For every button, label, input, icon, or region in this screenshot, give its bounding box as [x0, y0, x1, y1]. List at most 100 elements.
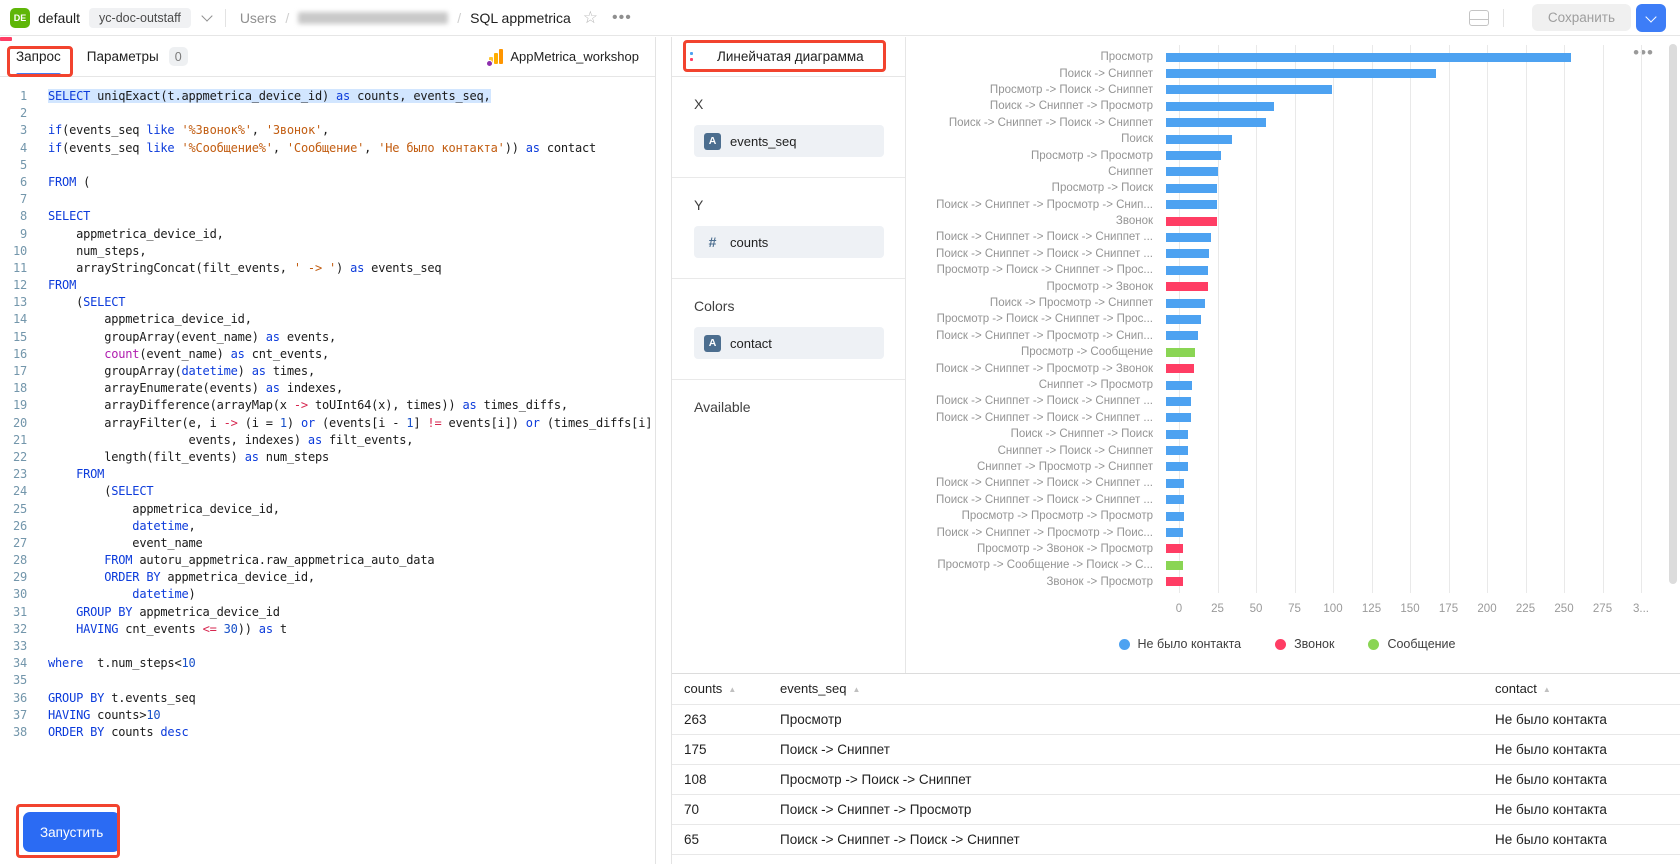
code-line-1[interactable]: SELECT uniqExact(t.appmetrica_device_id)…: [48, 89, 491, 103]
bar-1[interactable]: [1166, 69, 1436, 79]
code-line-32[interactable]: HAVING cnt_events <= 30)) as t: [76, 621, 287, 636]
bar-17[interactable]: [1166, 331, 1199, 341]
legend-item[interactable]: Звонок: [1275, 637, 1334, 651]
code-line-31[interactable]: GROUP BY appmetrica_device_id: [76, 604, 280, 619]
code-line-37[interactable]: HAVING counts>10: [48, 707, 161, 722]
code-line-29[interactable]: ORDER BY appmetrica_device_id,: [104, 570, 315, 585]
code-line-23[interactable]: FROM: [76, 467, 105, 482]
run-query-button[interactable]: Запустить: [23, 812, 121, 852]
code-line-13[interactable]: (SELECT: [48, 295, 126, 310]
bar-5[interactable]: [1166, 134, 1233, 144]
bar-15[interactable]: [1166, 298, 1205, 308]
bar-8[interactable]: [1166, 183, 1217, 193]
connection-selector[interactable]: AppMetrica_workshop: [486, 48, 639, 67]
code-line-10[interactable]: num_steps,: [48, 243, 147, 258]
bar-23[interactable]: [1166, 429, 1188, 439]
bar-7[interactable]: [1166, 167, 1219, 177]
chart-type-selector[interactable]: Линейчатая диаграмма: [0, 37, 905, 77]
bar-6[interactable]: [1166, 151, 1222, 161]
code-line-25[interactable]: appmetrica_device_id,: [48, 501, 280, 516]
vertical-scrollbar[interactable]: [1669, 44, 1677, 584]
code-line-36[interactable]: GROUP BY t.events_seq: [48, 690, 196, 705]
code-line-20[interactable]: arrayFilter(e, i -> (i = 1) or (events[i…: [48, 415, 653, 430]
code-line-17[interactable]: groupArray(datetime) as times,: [48, 364, 315, 378]
code-line-21[interactable]: events, indexes) as filt_events,: [48, 432, 414, 447]
bar-19[interactable]: [1166, 364, 1194, 374]
code-line-11[interactable]: arrayStringConcat(filt_events, ' -> ') a…: [48, 260, 442, 275]
bar-26[interactable]: [1166, 478, 1185, 488]
chart-menu-icon[interactable]: •••: [1633, 43, 1654, 62]
bar-11[interactable]: [1166, 232, 1211, 242]
bar-16[interactable]: [1166, 314, 1202, 324]
gridline: [1217, 45, 1219, 593]
bar-29[interactable]: [1166, 528, 1183, 538]
code-line-34[interactable]: where t.num_steps<10: [48, 656, 196, 671]
bar-31[interactable]: [1166, 560, 1183, 570]
code-line-3[interactable]: if(events_seq like '%Звонок%', 'Звонок',: [48, 123, 330, 138]
code-line-35[interactable]: [48, 672, 655, 689]
code-line-38[interactable]: ORDER BY counts desc: [48, 724, 189, 739]
bar-9[interactable]: [1166, 200, 1217, 210]
more-options-icon[interactable]: •••: [612, 8, 632, 26]
tab-query[interactable]: Запрос: [16, 37, 61, 76]
code-line-14[interactable]: appmetrica_device_id,: [48, 312, 252, 327]
bar-30[interactable]: [1166, 544, 1183, 554]
code-line-27[interactable]: event_name: [48, 535, 203, 550]
bar-4[interactable]: [1166, 118, 1267, 128]
tab-parameters[interactable]: Параметры: [86, 49, 159, 64]
code-line-15[interactable]: groupArray(event_name) as events,: [48, 329, 337, 344]
bar-14[interactable]: [1166, 282, 1208, 292]
bar-27[interactable]: [1166, 495, 1185, 505]
legend-item[interactable]: Сообщение: [1368, 637, 1455, 651]
bar-3[interactable]: [1166, 101, 1274, 111]
layout-toggle-icon[interactable]: [1468, 9, 1489, 26]
code-line-2[interactable]: [48, 105, 655, 122]
code-line-7[interactable]: [48, 191, 655, 208]
code-line-9[interactable]: appmetrica_device_id,: [48, 226, 224, 241]
bar-28[interactable]: [1166, 511, 1185, 521]
breadcrumb-user-masked[interactable]: [298, 11, 449, 24]
bar-21[interactable]: [1166, 396, 1191, 406]
code-line-22[interactable]: length(filt_events) as num_steps: [48, 449, 330, 464]
workspace-logo[interactable]: DE: [10, 7, 30, 28]
panel-splitter[interactable]: [656, 37, 671, 864]
code-line-16[interactable]: count(event_name) as cnt_events,: [104, 346, 330, 361]
bar-24[interactable]: [1166, 446, 1188, 456]
code-line-26[interactable]: datetime,: [132, 518, 196, 533]
field-chip-counts[interactable]: # counts: [694, 226, 884, 258]
bar-12[interactable]: [1166, 249, 1210, 259]
code-lines[interactable]: SELECT uniqExact(t.appmetrica_device_id)…: [38, 88, 655, 864]
bar-18[interactable]: [1166, 347, 1196, 357]
bar-25[interactable]: [1166, 462, 1188, 472]
code-line-33[interactable]: [48, 638, 655, 655]
code-line-6[interactable]: FROM (: [48, 174, 91, 189]
bar-2[interactable]: [1166, 85, 1333, 95]
save-dropdown-button[interactable]: [1636, 3, 1666, 32]
bar-10[interactable]: [1166, 216, 1217, 226]
code-line-30[interactable]: datetime): [132, 587, 196, 602]
bar-20[interactable]: [1166, 380, 1193, 390]
code-line-4[interactable]: if(events_seq like '%Сообщение%', 'Сообщ…: [48, 140, 597, 155]
code-line-28[interactable]: FROM autoru_appmetrica.raw_appmetrica_au…: [104, 553, 435, 568]
save-button[interactable]: Сохранить: [1531, 4, 1631, 31]
favorite-star-icon[interactable]: ☆: [582, 8, 599, 27]
code-line-5[interactable]: [48, 157, 655, 174]
code-line-24[interactable]: (SELECT: [48, 484, 154, 499]
code-line-18[interactable]: arrayEnumerate(events) as indexes,: [48, 381, 344, 396]
breadcrumb-root[interactable]: Users: [239, 9, 277, 26]
code-line-8[interactable]: SELECT: [48, 209, 91, 224]
column-header-counts[interactable]: counts ▲: [672, 674, 768, 705]
sql-code-editor[interactable]: 1 2 3 4 5 6 7 8 9 10 11 12 13 14 15 16 17 18 19 20 21 22 23 24 2…: [0, 77, 655, 864]
code-line-19[interactable]: arrayDifference(arrayMap(x -> toUInt64(x…: [48, 398, 568, 413]
bar-0[interactable]: [1166, 52, 1572, 62]
chevron-down-icon[interactable]: [201, 10, 213, 22]
code-line-12[interactable]: FROM: [48, 278, 77, 293]
bar-22[interactable]: [1166, 413, 1191, 423]
legend-item[interactable]: Не было контакта: [1118, 637, 1241, 651]
bar-13[interactable]: [1166, 265, 1208, 275]
column-header-events_seq[interactable]: events_seq ▲: [768, 674, 1483, 705]
bar-32[interactable]: [1166, 577, 1183, 587]
column-header-contact[interactable]: contact ▲: [1483, 674, 1680, 705]
